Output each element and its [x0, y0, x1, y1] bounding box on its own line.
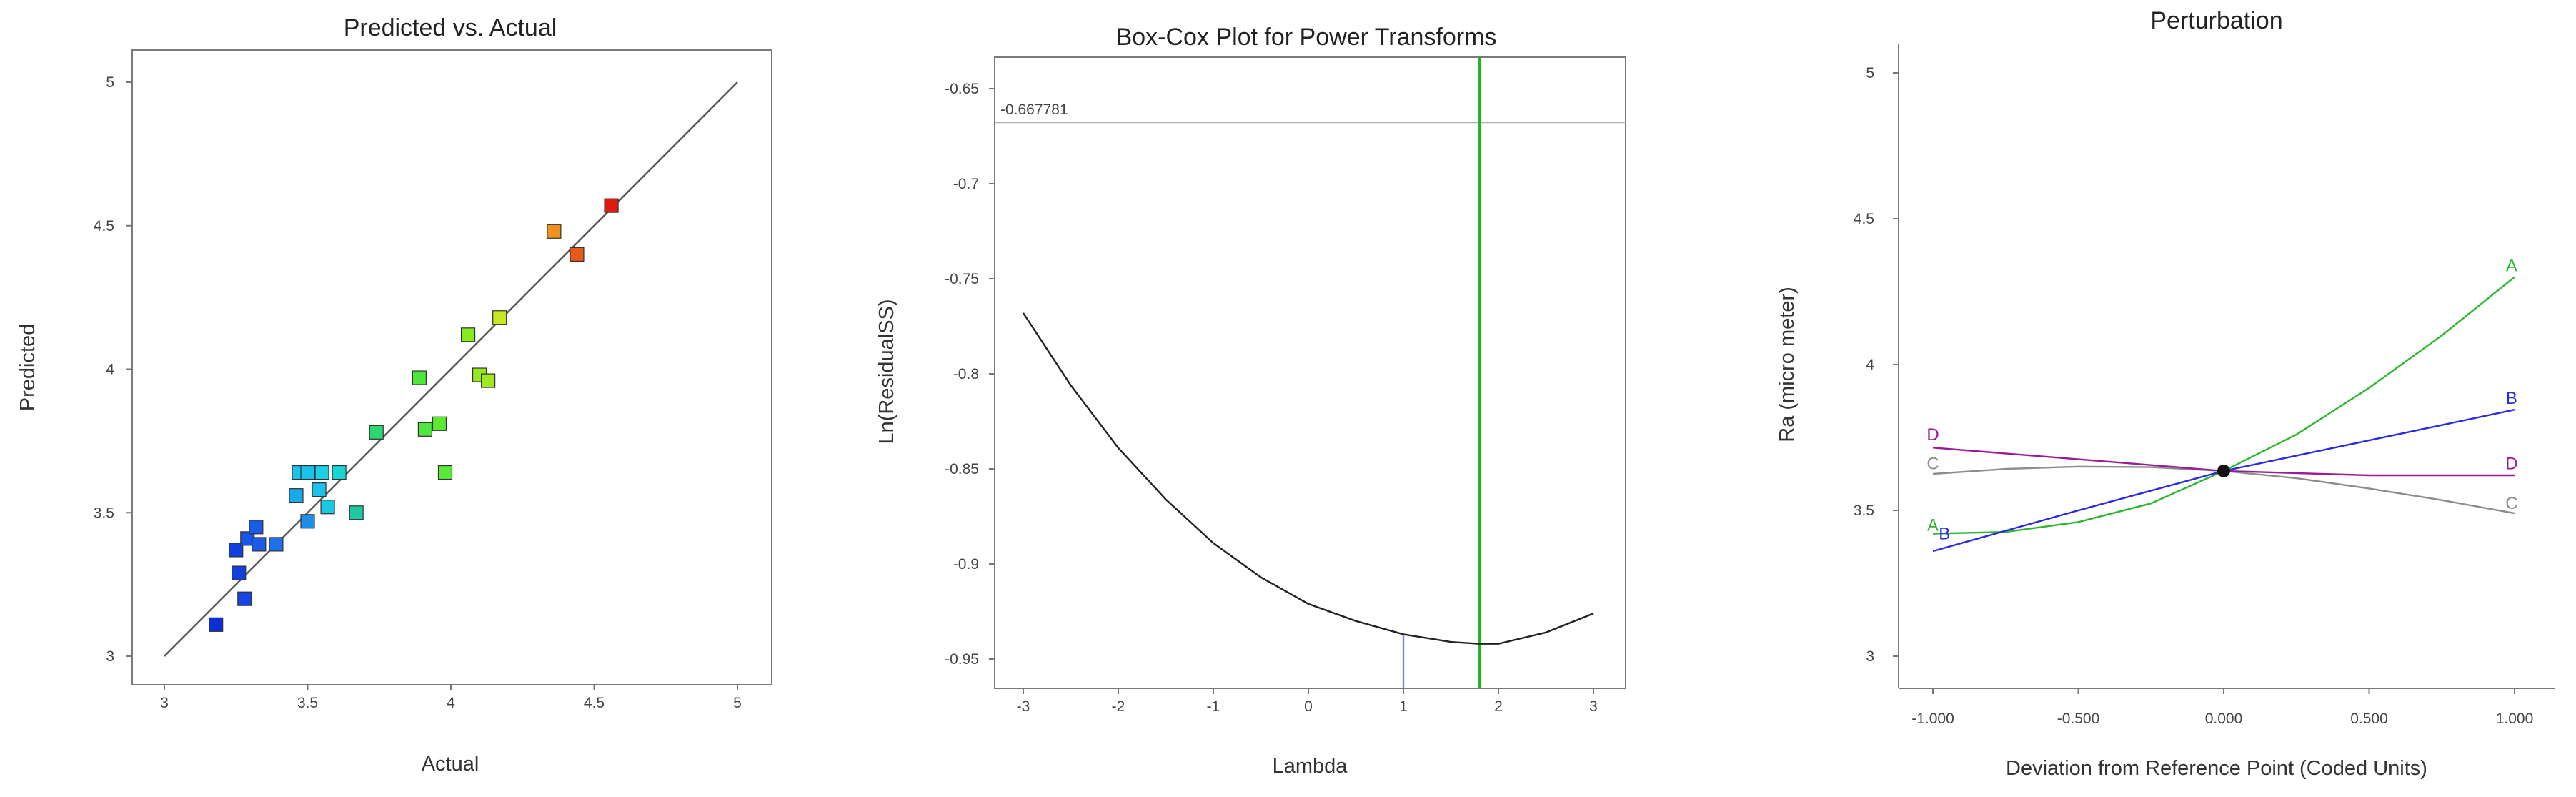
x-tick-label: 4.5 [584, 695, 605, 711]
data-point [269, 537, 284, 552]
x-tick-label: -1.000 [1911, 711, 1954, 727]
y-tick-label: 4.5 [94, 218, 114, 234]
x-tick-label: -1 [1207, 698, 1220, 715]
data-point [417, 422, 433, 437]
y-tick-label: -0.9 [953, 556, 979, 573]
chart-title: Perturbation [2150, 7, 2282, 34]
data-point [349, 505, 364, 520]
box-cox-chart: Box-Cox Plot for Power Transforms -0.667… [875, 24, 1626, 778]
data-point [300, 465, 315, 480]
series-label-c: C [2505, 494, 2517, 513]
chart-title: Predicted vs. Actual [344, 14, 557, 41]
data-point [289, 488, 304, 503]
y-tick-label: 3.5 [1854, 503, 1874, 519]
data-point [332, 465, 347, 480]
data-point [314, 465, 329, 480]
series-label-b: B [2506, 389, 2517, 408]
data-point [300, 514, 315, 529]
series-line-a [1932, 276, 2515, 535]
data-point [249, 520, 264, 535]
predicted-vs-actual-chart: Predicted vs. Actual 3 3.5 4 4.5 5 3 3.5 4 4.5 5… [16, 14, 772, 776]
x-tick-label: 1.000 [2496, 711, 2534, 727]
y-tick-label: 3 [1866, 648, 1874, 665]
x-tick-label: 4 [447, 695, 455, 711]
y-tick-label: 3.5 [94, 505, 114, 521]
reference-point [2217, 464, 2230, 477]
x-axis-label: Lambda [1273, 755, 1348, 778]
data-point [604, 198, 619, 213]
x-tick-label: 3.5 [297, 695, 318, 711]
data-point [232, 565, 247, 580]
x-tick-label: 0.000 [2205, 711, 2243, 727]
series-label-d: D [1926, 425, 1939, 445]
ci-line-label: -0.667781 [1000, 102, 1068, 118]
data-point [547, 224, 562, 239]
series-label-c: C [1926, 455, 1939, 474]
data-point [492, 310, 507, 325]
data-point [412, 370, 427, 385]
y-axis-label: Ra (micro meter) [1776, 287, 1799, 442]
x-tick-label: 0 [1304, 698, 1313, 715]
chart-title: Box-Cox Plot for Power Transforms [1116, 24, 1497, 51]
x-tick-label: 1 [1399, 698, 1408, 715]
x-tick-label: 3 [1589, 698, 1598, 715]
data-point [460, 327, 476, 342]
series-label-d: D [2505, 455, 2517, 474]
residual-ss-curve [1022, 312, 1594, 645]
x-axis-label: Actual [422, 753, 479, 776]
y-tick-label: 5 [1866, 65, 1874, 81]
y-tick-label: 5 [106, 74, 114, 91]
data-point [320, 500, 335, 515]
x-tick-label: -0.500 [2057, 711, 2100, 727]
data-point [481, 373, 496, 388]
y-tick-label: -0.95 [945, 651, 979, 668]
data-point [437, 465, 453, 480]
y-tick-label: -0.8 [953, 366, 979, 382]
plot-frame [131, 49, 772, 685]
series-label-a: A [2506, 256, 2517, 275]
x-tick-label: 0.500 [2350, 711, 2388, 727]
data-point [237, 591, 252, 606]
x-tick-label: -3 [1017, 698, 1030, 715]
y-tick-label: -0.7 [953, 176, 979, 192]
y-tick-label: 3 [106, 648, 114, 665]
y-tick-label: 4 [106, 362, 114, 378]
series-label-a: A [1927, 515, 1939, 535]
x-axis-label: Deviation from Reference Point (Coded Un… [2006, 757, 2427, 780]
data-point [252, 537, 267, 552]
y-tick-label: -0.85 [945, 461, 979, 477]
data-point [209, 617, 224, 632]
data-point [229, 543, 244, 558]
y-tick-label: -0.75 [945, 271, 979, 287]
series-label-b: B [1939, 525, 1950, 544]
y-axis-label: Predicted [16, 324, 39, 412]
x-tick-label: 3 [160, 695, 169, 711]
reference-line [164, 81, 738, 657]
plot-frame [994, 56, 1626, 689]
y-tick-label: -0.65 [945, 81, 979, 97]
x-tick-label: 2 [1494, 698, 1503, 715]
y-tick-label: 4.5 [1854, 211, 1874, 227]
x-tick-label: 5 [733, 695, 742, 711]
y-axis-label: Ln(ResidualSS) [875, 299, 898, 444]
data-point [369, 425, 384, 440]
data-point [312, 482, 327, 497]
data-point [570, 247, 585, 262]
data-point [432, 416, 447, 431]
y-tick-label: 4 [1866, 357, 1874, 373]
x-tick-label: -2 [1112, 698, 1125, 715]
